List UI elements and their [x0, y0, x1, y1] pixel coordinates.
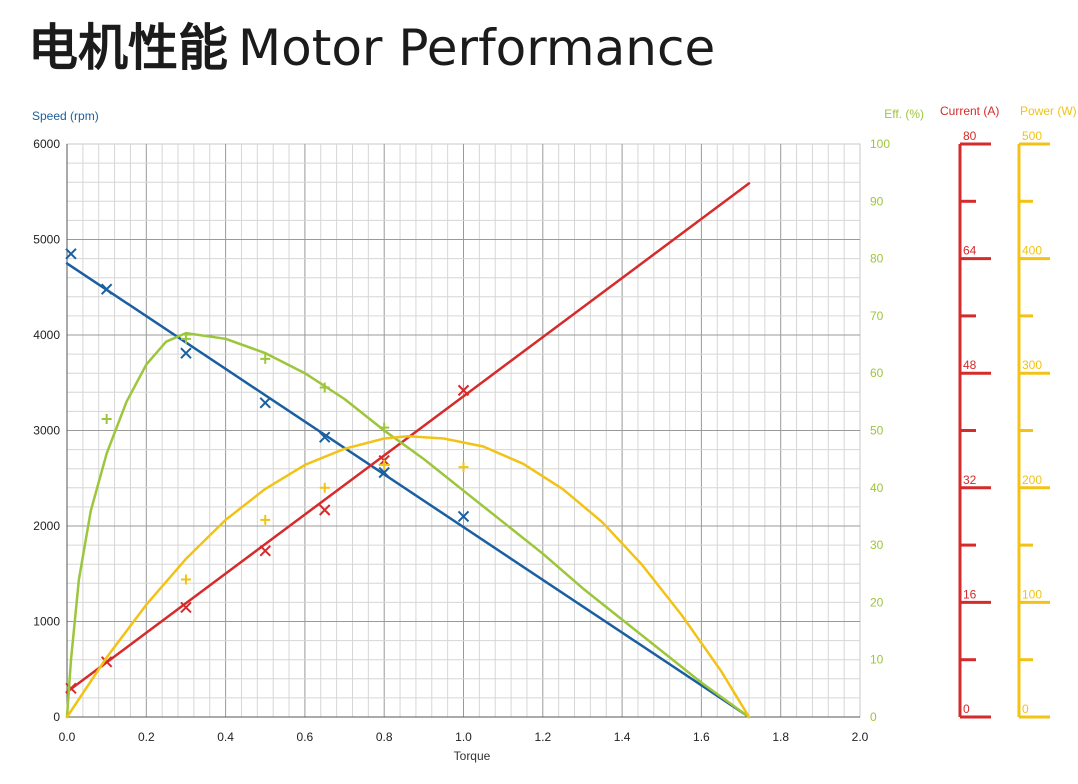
eff-axis-label: Eff. (%): [884, 107, 924, 121]
speed-tick-label: 1000: [33, 615, 60, 629]
x-tick-label: 0.0: [59, 730, 76, 744]
speed-tick-label: 0: [53, 710, 60, 724]
axis-ticks: 0.0 0.2 0.4 0.6 0.8 1.0 1.2 1.4 1.6 1.8 2.00100020…: [33, 137, 890, 744]
current-tick-label: 0: [963, 702, 970, 716]
power-tick-label: 100: [1022, 587, 1042, 601]
speed-series-line: [65, 262, 751, 719]
eff-tick-label: 0: [870, 710, 877, 724]
x-tick-label: 1.0: [455, 730, 472, 744]
speed-tick-label: 3000: [33, 424, 60, 438]
power-data-point: [260, 514, 271, 525]
x-tick-label: 2.0: [852, 730, 869, 744]
plot-grid: [66, 143, 861, 718]
eff-tick-label: 70: [870, 309, 884, 323]
speed-tick-label: 2000: [33, 519, 60, 533]
current-tick-label: 48: [963, 358, 977, 372]
power-data-point: [458, 462, 469, 473]
eff-series-line: [65, 331, 751, 719]
eff-tick-label: 80: [870, 252, 884, 266]
current-tick-label: 64: [963, 244, 977, 258]
speed-data-point: [259, 397, 271, 409]
speed-tick-label: 5000: [33, 233, 60, 247]
current-tick-label: 16: [963, 587, 977, 601]
eff-tick-label: 100: [870, 137, 890, 151]
current-tick-label: 32: [963, 473, 977, 487]
current-data-point: [319, 504, 331, 516]
current-tick-label: 80: [963, 129, 977, 143]
x-tick-label: 1.8: [772, 730, 789, 744]
eff-tick-label: 20: [870, 595, 884, 609]
x-tick-label: 0.4: [217, 730, 234, 744]
current-data-point: [180, 601, 192, 614]
speed-axis-label: Speed (rpm): [32, 109, 99, 123]
speed-data-point: [378, 466, 390, 479]
current-data-point: [457, 384, 470, 397]
eff-tick-label: 90: [870, 194, 884, 208]
eff-tick-label: 60: [870, 366, 884, 380]
x-tick-label: 1.6: [693, 730, 710, 744]
power-tick-label: 0: [1022, 702, 1029, 716]
power-axis-label: Power (W): [1020, 104, 1077, 118]
x-tick-label: 0.8: [376, 730, 393, 744]
eff-data-point: [101, 414, 112, 425]
current-series-line: [65, 182, 751, 694]
power-data-point: [379, 459, 390, 470]
speed-data-point: [319, 431, 331, 443]
power-tick-label: 300: [1022, 358, 1042, 372]
eff-data-point: [180, 333, 191, 344]
current-data-point: [259, 545, 271, 557]
x-tick-label: 1.2: [534, 730, 551, 744]
x-tick-label: 0.6: [297, 730, 314, 744]
power-tick-label: 500: [1022, 129, 1042, 143]
eff-data-point: [379, 422, 390, 433]
side-scales: 0 16 32 48 64 80 0 100 200 300 400 500: [958, 129, 1050, 719]
x-tick-label: 1.4: [614, 730, 631, 744]
eff-tick-label: 10: [870, 653, 884, 667]
eff-tick-label: 40: [870, 481, 884, 495]
speed-tick-label: 4000: [33, 328, 60, 342]
power-tick-label: 400: [1022, 244, 1042, 258]
data-series: [65, 182, 751, 719]
current-axis-label: Current (A): [940, 104, 999, 118]
power-data-point: [180, 574, 191, 585]
power-tick-label: 200: [1022, 473, 1042, 487]
eff-data-point: [319, 382, 330, 393]
speed-data-point: [457, 510, 470, 523]
title-english: Motor Performance: [238, 19, 716, 77]
speed-data-point: [100, 283, 113, 295]
power-series-line: [65, 434, 751, 719]
page-title: 电机性能 Motor Performance: [28, 18, 715, 78]
speed-tick-label: 6000: [33, 137, 60, 151]
speed-data-point: [180, 347, 192, 359]
x-axis-label: Torque: [454, 749, 491, 763]
speed-data-point: [65, 248, 77, 260]
eff-tick-label: 50: [870, 424, 884, 438]
eff-data-point: [260, 353, 271, 364]
title-chinese: 电机性能: [28, 19, 228, 77]
x-tick-label: 0.2: [138, 730, 155, 744]
current-data-point: [100, 656, 113, 668]
power-data-point: [319, 482, 330, 493]
eff-tick-label: 30: [870, 538, 884, 552]
